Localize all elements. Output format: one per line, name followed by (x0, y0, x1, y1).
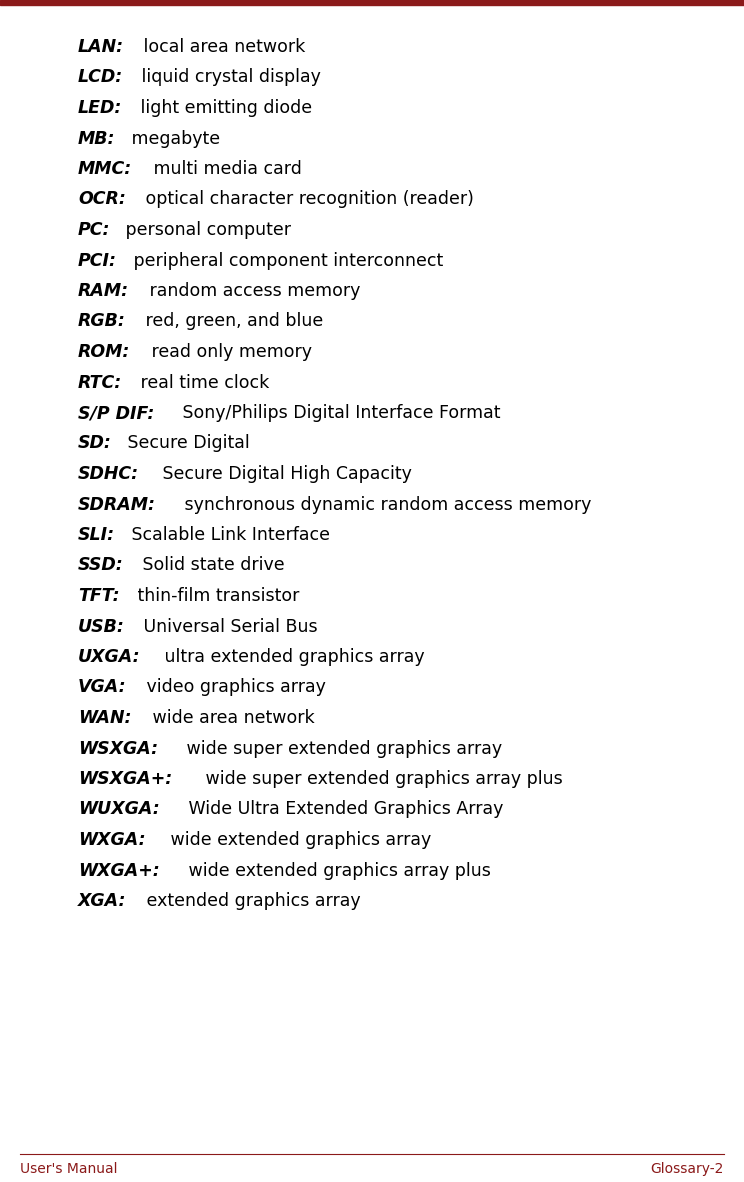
Text: megabyte: megabyte (126, 130, 220, 148)
Text: wide extended graphics array: wide extended graphics array (165, 831, 432, 849)
Text: LED:: LED: (78, 99, 122, 117)
Text: wide super extended graphics array plus: wide super extended graphics array plus (199, 769, 562, 788)
Text: Sony/Philips Digital Interface Format: Sony/Philips Digital Interface Format (176, 404, 500, 422)
Text: synchronous dynamic random access memory: synchronous dynamic random access memory (179, 495, 591, 513)
Text: ROM:: ROM: (78, 343, 130, 361)
Text: XGA:: XGA: (78, 892, 126, 910)
Text: Scalable Link Interface: Scalable Link Interface (126, 526, 330, 544)
Text: wide extended graphics array plus: wide extended graphics array plus (184, 862, 491, 879)
Text: video graphics array: video graphics array (141, 678, 326, 696)
Text: Universal Serial Bus: Universal Serial Bus (138, 617, 318, 636)
Text: multi media card: multi media card (148, 160, 302, 178)
Text: thin-film transistor: thin-film transistor (132, 587, 299, 605)
Text: SSD:: SSD: (78, 557, 124, 574)
Text: WAN:: WAN: (78, 709, 132, 727)
Text: S/P DIF:: S/P DIF: (78, 404, 154, 422)
Text: RAM:: RAM: (78, 282, 129, 300)
Text: VGA:: VGA: (78, 678, 126, 696)
Text: Glossary-2: Glossary-2 (650, 1162, 724, 1176)
Text: peripheral component interconnect: peripheral component interconnect (128, 252, 443, 269)
Text: wide super extended graphics array: wide super extended graphics array (182, 740, 502, 758)
Text: PC:: PC: (78, 221, 111, 239)
Text: SLI:: SLI: (78, 526, 115, 544)
Text: real time clock: real time clock (135, 374, 269, 391)
Text: USB:: USB: (78, 617, 125, 636)
Text: WUXGA:: WUXGA: (78, 800, 160, 818)
Text: ultra extended graphics array: ultra extended graphics array (158, 648, 424, 665)
Text: red, green, and blue: red, green, and blue (140, 312, 323, 331)
Text: light emitting diode: light emitting diode (135, 99, 312, 117)
Text: User's Manual: User's Manual (20, 1162, 118, 1176)
Text: SDRAM:: SDRAM: (78, 495, 156, 513)
Text: random access memory: random access memory (144, 282, 360, 300)
Text: Secure Digital High Capacity: Secure Digital High Capacity (157, 465, 411, 483)
Text: LCD:: LCD: (78, 69, 124, 86)
Text: LAN:: LAN: (78, 38, 124, 56)
Text: SD:: SD: (78, 435, 112, 453)
Text: local area network: local area network (138, 38, 305, 56)
Text: Wide Ultra Extended Graphics Array: Wide Ultra Extended Graphics Array (184, 800, 504, 818)
Text: WSXGA:: WSXGA: (78, 740, 158, 758)
Text: WXGA+:: WXGA+: (78, 862, 160, 879)
Text: personal computer: personal computer (120, 221, 291, 239)
Text: WXGA:: WXGA: (78, 831, 146, 849)
Text: OCR:: OCR: (78, 190, 126, 208)
Text: liquid crystal display: liquid crystal display (136, 69, 321, 86)
Text: RGB:: RGB: (78, 312, 126, 331)
Text: SDHC:: SDHC: (78, 465, 139, 483)
Text: Solid state drive: Solid state drive (137, 557, 285, 574)
Text: PCI:: PCI: (78, 252, 117, 269)
Text: wide area network: wide area network (147, 709, 315, 727)
Text: Secure Digital: Secure Digital (122, 435, 249, 453)
Text: TFT:: TFT: (78, 587, 120, 605)
Text: MMC:: MMC: (78, 160, 132, 178)
Text: read only memory: read only memory (146, 343, 312, 361)
Text: RTC:: RTC: (78, 374, 122, 391)
Text: optical character recognition (reader): optical character recognition (reader) (140, 190, 474, 208)
Text: WSXGA+:: WSXGA+: (78, 769, 173, 788)
Bar (0, 0, 744, 5)
Text: extended graphics array: extended graphics array (141, 892, 360, 910)
Text: MB:: MB: (78, 130, 115, 148)
Text: UXGA:: UXGA: (78, 648, 141, 665)
